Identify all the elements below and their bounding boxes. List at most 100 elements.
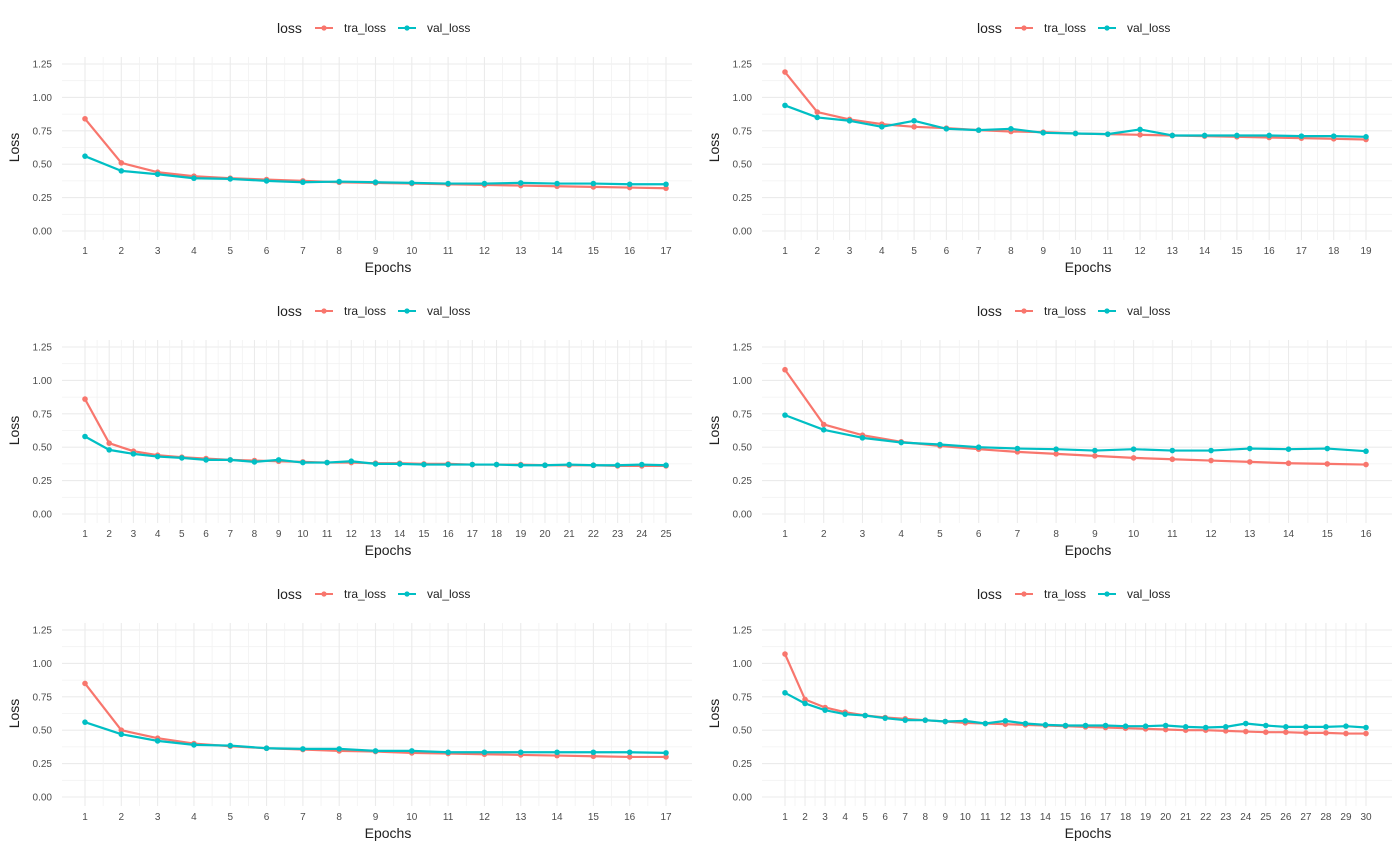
data-point-tra_loss bbox=[911, 123, 917, 130]
x-tick-label: 6 bbox=[976, 529, 982, 540]
legend-key-point-val_loss bbox=[1104, 591, 1110, 597]
x-tick-label: 6 bbox=[264, 812, 270, 823]
x-tick-label: 19 bbox=[1140, 812, 1152, 823]
y-tick-label: 0.00 bbox=[33, 510, 53, 521]
data-point-val_loss bbox=[1053, 446, 1059, 453]
x-tick-label: 5 bbox=[911, 246, 917, 257]
x-tick-labels: 1 2 3 4 5 6 7 8 9 10 11 12 13 14 15 16 17 18 19 20 21 22 23 24 2… bbox=[782, 812, 1372, 823]
loss-chart-svg: loss tra_loss val_loss 0.00 0.25 0.50 0.75 1.00… bbox=[706, 20, 1392, 275]
data-point-val_loss bbox=[1285, 446, 1292, 453]
data-point-val_loss bbox=[846, 117, 853, 124]
y-tick-label: 1.00 bbox=[733, 376, 753, 387]
legend-key-point-val_loss bbox=[1104, 25, 1110, 31]
data-point-val_loss bbox=[1298, 133, 1305, 139]
legend-title: loss bbox=[277, 303, 302, 319]
data-point-val_loss bbox=[263, 745, 270, 752]
data-point-val_loss bbox=[118, 731, 125, 738]
y-tick-label: 0.75 bbox=[733, 692, 753, 703]
data-point-tra_loss bbox=[802, 696, 808, 703]
y-tick-label: 0.00 bbox=[33, 793, 53, 804]
x-tick-label: 5 bbox=[227, 812, 233, 823]
x-tick-label: 17 bbox=[467, 529, 479, 540]
x-tick-label: 11 bbox=[1167, 529, 1178, 540]
data-point-val_loss bbox=[1363, 724, 1369, 731]
x-tick-label: 2 bbox=[821, 529, 827, 540]
data-point-val_loss bbox=[975, 127, 982, 133]
x-tick-label: 17 bbox=[1296, 246, 1308, 257]
data-point-val_loss bbox=[409, 748, 415, 754]
data-point-val_loss bbox=[372, 179, 379, 186]
data-point-val_loss bbox=[626, 181, 633, 188]
data-point-val_loss bbox=[300, 179, 306, 186]
data-point-val_loss bbox=[263, 178, 270, 184]
x-tick-label: 3 bbox=[131, 529, 137, 540]
x-tick-label: 13 bbox=[1167, 246, 1179, 257]
series-val_loss bbox=[82, 153, 669, 188]
x-tick-label: 16 bbox=[1080, 812, 1092, 823]
data-point-val_loss bbox=[1263, 722, 1269, 729]
data-point-tra_loss bbox=[590, 753, 597, 760]
data-point-val_loss bbox=[911, 117, 917, 124]
loss-chart-panel-3: loss tra_loss val_loss 0.00 0.25 0.50 0.75 1.00… bbox=[0, 283, 700, 566]
y-tick-label: 1.00 bbox=[733, 93, 753, 104]
data-point-val_loss bbox=[469, 461, 476, 468]
data-point-val_loss bbox=[1014, 445, 1021, 452]
x-tick-label: 21 bbox=[1180, 812, 1192, 823]
y-tick-label: 0.50 bbox=[733, 726, 753, 737]
x-tick-label: 24 bbox=[1240, 812, 1252, 823]
gridlines bbox=[62, 623, 692, 806]
x-tick-label: 3 bbox=[822, 812, 828, 823]
x-tick-label: 1 bbox=[782, 529, 788, 540]
data-point-val_loss bbox=[251, 459, 258, 465]
x-tick-label: 4 bbox=[898, 529, 904, 540]
x-tick-label: 8 bbox=[922, 812, 928, 823]
x-tick-label: 22 bbox=[1200, 812, 1212, 823]
legend-key-point-tra_loss bbox=[321, 25, 327, 31]
y-tick-label: 0.25 bbox=[733, 759, 753, 770]
x-tick-label: 7 bbox=[1015, 529, 1021, 540]
y-tick-labels: 0.00 0.25 0.50 0.75 1.00 1.25 bbox=[733, 343, 753, 521]
data-point-val_loss bbox=[1283, 724, 1289, 730]
data-point-tra_loss bbox=[1130, 455, 1137, 461]
x-tick-label: 12 bbox=[1206, 529, 1218, 540]
x-tick-label: 13 bbox=[370, 529, 382, 540]
x-tick-label: 1 bbox=[82, 529, 88, 540]
data-point-tra_loss bbox=[82, 680, 88, 687]
data-point-val_loss bbox=[663, 462, 669, 469]
x-tick-label: 19 bbox=[1360, 246, 1372, 257]
x-axis-title: Epochs bbox=[1065, 259, 1112, 275]
loss-chart-svg: loss tra_loss val_loss 0.00 0.25 0.50 0.75 1.00… bbox=[706, 303, 1392, 558]
loss-chart-svg: loss tra_loss val_loss 0.00 0.25 0.50 0.75 1.00… bbox=[6, 586, 692, 841]
data-point-val_loss bbox=[1303, 724, 1309, 730]
x-tick-label: 5 bbox=[179, 529, 185, 540]
x-tick-label: 11 bbox=[443, 812, 454, 823]
data-point-tra_loss bbox=[118, 727, 125, 733]
data-point-tra_loss bbox=[1324, 461, 1331, 467]
data-point-val_loss bbox=[1122, 723, 1129, 729]
legend-label-val_loss: val_loss bbox=[1127, 304, 1170, 318]
x-tick-label: 16 bbox=[624, 246, 636, 257]
legend: loss tra_loss val_loss bbox=[977, 303, 1170, 319]
x-tick-label: 4 bbox=[155, 529, 161, 540]
x-tick-label: 21 bbox=[564, 529, 576, 540]
data-point-val_loss bbox=[663, 181, 669, 188]
x-tick-label: 26 bbox=[1280, 812, 1292, 823]
data-point-val_loss bbox=[1169, 447, 1176, 454]
data-point-val_loss bbox=[898, 439, 904, 446]
data-point-val_loss bbox=[106, 447, 113, 453]
data-point-val_loss bbox=[227, 176, 234, 182]
legend: loss tra_loss val_loss bbox=[977, 20, 1170, 36]
data-point-tra_loss bbox=[118, 160, 125, 166]
data-point-val_loss bbox=[300, 746, 306, 752]
x-tick-label: 3 bbox=[155, 812, 161, 823]
y-tick-label: 0.25 bbox=[33, 476, 53, 487]
gridlines bbox=[762, 340, 1392, 523]
x-tick-label: 6 bbox=[882, 812, 888, 823]
data-point-tra_loss bbox=[814, 109, 821, 115]
data-point-tra_loss bbox=[782, 69, 788, 75]
x-tick-label: 12 bbox=[1000, 812, 1012, 823]
y-tick-label: 0.75 bbox=[733, 409, 753, 420]
data-point-tra_loss bbox=[1092, 453, 1098, 459]
legend-label-val_loss: val_loss bbox=[427, 304, 470, 318]
x-tick-label: 7 bbox=[300, 812, 306, 823]
